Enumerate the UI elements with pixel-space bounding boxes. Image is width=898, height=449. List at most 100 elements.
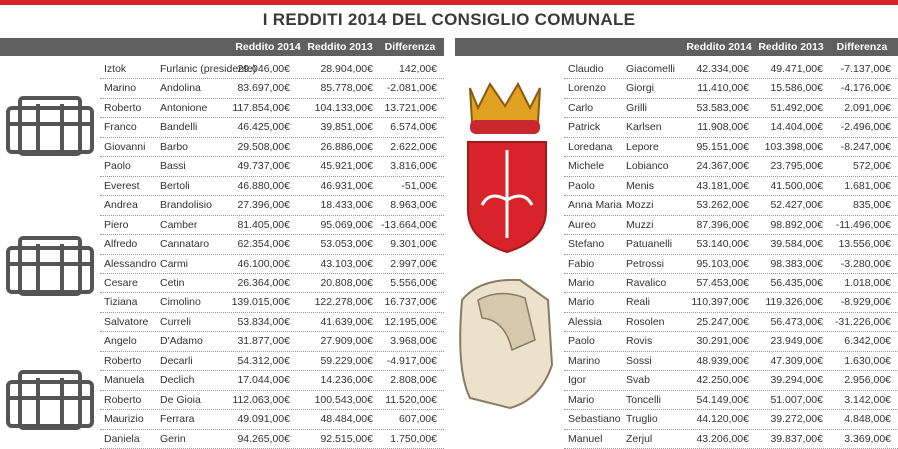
first-name: Stefano: [568, 238, 605, 251]
last-name: Reali: [626, 296, 650, 309]
first-name: Paolo: [104, 160, 131, 173]
amount: 142,00€: [399, 63, 437, 75]
first-name: Marino: [568, 354, 601, 367]
last-name: Andolina: [160, 82, 201, 95]
first-name: Manuela: [104, 374, 145, 387]
amount: 95.103,00€: [696, 257, 749, 270]
amount: 14.236,00€: [320, 374, 373, 387]
row-separator: [564, 234, 898, 236]
first-name: Andrea: [104, 199, 138, 212]
amount: 94.265,00€: [237, 432, 290, 445]
amount: 46.880,00€: [237, 179, 290, 192]
header-bar: [455, 38, 898, 56]
first-name: Giovanni: [104, 140, 146, 153]
amount: 53.262,00€: [696, 199, 749, 212]
first-name: Alessandro: [104, 257, 157, 270]
amount: 45.921,00€: [320, 160, 373, 173]
header-bar: [0, 38, 444, 56]
last-name: Karlsen: [626, 121, 662, 134]
amount: 46.425,00€: [237, 121, 290, 134]
last-name: Rosolen: [626, 315, 665, 328]
last-name: Cannataro: [160, 238, 210, 251]
first-name: Tiziana: [104, 296, 138, 309]
amount: 49.091,00€: [237, 413, 290, 426]
first-name: Daniela: [104, 432, 140, 445]
amount: 54.312,00€: [237, 354, 290, 367]
amount: 607,00€: [399, 413, 437, 426]
amount: 56.435,00€: [770, 276, 823, 289]
last-name: Carmi: [160, 257, 188, 270]
first-name: Iztok: [104, 63, 127, 75]
amount: 48.939,00€: [696, 354, 749, 367]
last-name: Svab: [626, 374, 650, 387]
amount: -7.137,00€: [840, 63, 891, 75]
row-separator: [564, 253, 898, 255]
first-name: Roberto: [104, 354, 142, 367]
amount: 13.556,00€: [838, 238, 891, 251]
amount: 62.354,00€: [237, 238, 290, 251]
last-name: Sossi: [626, 354, 652, 367]
amount: 6.342,00€: [844, 335, 891, 348]
amount: 23.949,00€: [770, 335, 823, 348]
first-name: Mario: [568, 393, 595, 406]
amount: 4.848,00€: [844, 413, 891, 426]
first-name: Roberto: [104, 101, 142, 114]
amount: 2.808,00€: [390, 374, 437, 387]
last-name: Lobianco: [626, 160, 669, 173]
amount: 47.309,00€: [770, 354, 823, 367]
first-name: Franco: [104, 121, 137, 134]
row-separator: [564, 175, 898, 177]
first-name: Patrick: [568, 121, 601, 134]
amount: 2.091,00€: [844, 101, 891, 114]
amount: 92.515,00€: [320, 432, 373, 445]
amount: 29.508,00€: [237, 140, 290, 153]
amount: 139.015,00€: [231, 296, 290, 309]
amount: 110.397,00€: [691, 296, 749, 309]
column-header: Reddito 2014: [686, 41, 752, 53]
amount: 1.681,00€: [844, 179, 891, 192]
top-stripe: [0, 0, 898, 5]
amount: 81.405,00€: [237, 218, 290, 231]
column-header: Reddito 2014: [235, 41, 301, 53]
last-name: Grilli: [626, 101, 647, 114]
column-header: Reddito 2013: [758, 41, 824, 53]
first-name: Igor: [568, 374, 587, 387]
last-name: Furlanic (presidente): [160, 63, 257, 75]
amount: 42.250,00€: [696, 374, 749, 387]
first-name: Fabio: [568, 257, 595, 270]
last-name: Brandolisio: [160, 199, 212, 212]
row-separator: [100, 117, 444, 119]
row-separator: [100, 389, 444, 391]
first-name: Anna Maria: [568, 199, 622, 212]
amount: 53.053,00€: [320, 238, 373, 251]
amount: 117.854,00€: [232, 101, 290, 114]
last-name: Patuanelli: [626, 238, 673, 251]
first-name: Salvatore: [104, 315, 149, 328]
row-separator: [100, 370, 444, 372]
first-name: Mario: [568, 296, 595, 309]
amount: 15.586,00€: [770, 82, 823, 95]
amount: 1.630,00€: [844, 354, 891, 367]
amount: 43.181,00€: [696, 179, 749, 192]
last-name: Muzzi: [626, 218, 654, 231]
last-name: Bassi: [160, 160, 186, 173]
amount: -4.917,00€: [386, 354, 437, 367]
amount: 51.007,00€: [770, 393, 823, 406]
last-name: Lepore: [626, 140, 659, 153]
row-separator: [564, 409, 898, 411]
amount: 28.904,00€: [320, 63, 373, 75]
amount: 27.909,00€: [320, 335, 373, 348]
row-separator: [564, 214, 898, 216]
amount: 16.737,00€: [384, 296, 437, 309]
amount: 51.492,00€: [770, 101, 823, 114]
amount: 6.574,00€: [390, 121, 437, 134]
last-name: Giorgi: [626, 82, 655, 95]
row-separator: [564, 136, 898, 138]
row-separator: [100, 234, 444, 236]
amount: 1.750,00€: [390, 432, 437, 445]
last-name: Ravalico: [626, 276, 667, 289]
amount: 104.133,00€: [314, 101, 373, 114]
title: I REDDITI 2014 DEL CONSIGLIO COMUNALE: [262, 10, 636, 29]
first-name: Roberto: [104, 393, 142, 406]
